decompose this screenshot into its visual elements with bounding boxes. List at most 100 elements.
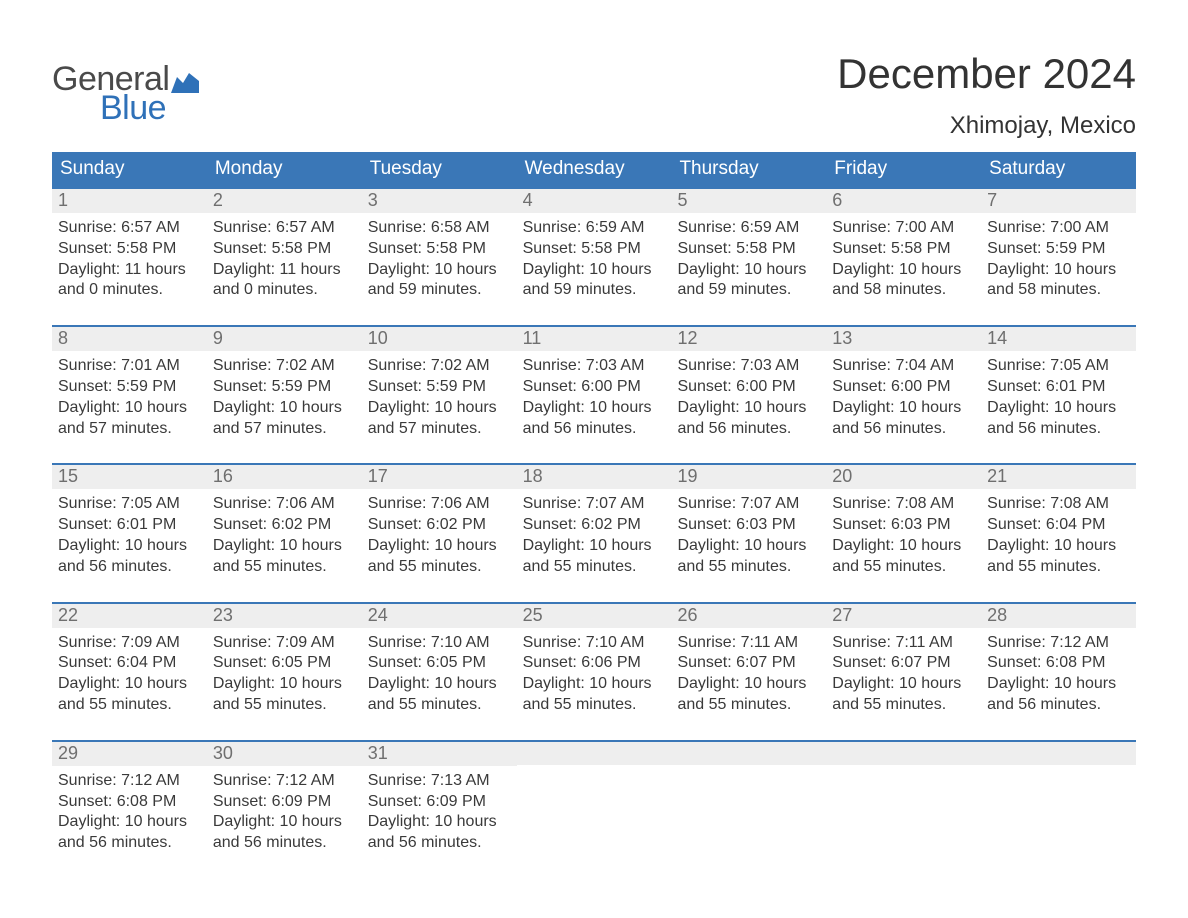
calendar: SundayMondayTuesdayWednesdayThursdayFrid…	[52, 152, 1136, 860]
sunset-line: Sunset: 6:02 PM	[213, 515, 356, 536]
sunset-line: Sunset: 5:59 PM	[368, 377, 511, 398]
sunset-line: Sunset: 6:00 PM	[677, 377, 820, 398]
daylight-line-1: Daylight: 10 hours	[368, 398, 511, 419]
day-cell: 12Sunrise: 7:03 AMSunset: 6:00 PMDayligh…	[671, 327, 826, 445]
sunrise-line: Sunrise: 7:06 AM	[368, 494, 511, 515]
daylight-line-2: and 55 minutes.	[523, 557, 666, 578]
daylight-line-2: and 55 minutes.	[368, 695, 511, 716]
day-cell: 31Sunrise: 7:13 AMSunset: 6:09 PMDayligh…	[362, 742, 517, 860]
daylight-line-2: and 56 minutes.	[368, 833, 511, 854]
daylight-line-2: and 56 minutes.	[58, 557, 201, 578]
sunset-line: Sunset: 6:05 PM	[213, 653, 356, 674]
day-details: Sunrise: 7:12 AMSunset: 6:08 PMDaylight:…	[981, 628, 1136, 722]
flag-icon	[171, 73, 199, 93]
day-number: 6	[826, 189, 981, 213]
sunset-line: Sunset: 6:03 PM	[677, 515, 820, 536]
daylight-line-2: and 56 minutes.	[523, 419, 666, 440]
day-number: 21	[981, 465, 1136, 489]
weekday-thursday: Thursday	[671, 152, 826, 187]
daylight-line-1: Daylight: 10 hours	[213, 812, 356, 833]
day-number: 16	[207, 465, 362, 489]
sunrise-line: Sunrise: 7:09 AM	[213, 633, 356, 654]
header: General Blue December 2024 Xhimojay, Mex…	[52, 50, 1136, 140]
day-cell: 29Sunrise: 7:12 AMSunset: 6:08 PMDayligh…	[52, 742, 207, 860]
sunset-line: Sunset: 6:05 PM	[368, 653, 511, 674]
day-number: 29	[52, 742, 207, 766]
day-number: 3	[362, 189, 517, 213]
sunrise-line: Sunrise: 7:05 AM	[58, 494, 201, 515]
daylight-line-1: Daylight: 10 hours	[213, 674, 356, 695]
sunrise-line: Sunrise: 7:00 AM	[832, 218, 975, 239]
sunrise-line: Sunrise: 6:57 AM	[58, 218, 201, 239]
sunset-line: Sunset: 6:07 PM	[677, 653, 820, 674]
day-cell: 6Sunrise: 7:00 AMSunset: 5:58 PMDaylight…	[826, 189, 981, 307]
sunrise-line: Sunrise: 7:06 AM	[213, 494, 356, 515]
sunset-line: Sunset: 6:02 PM	[523, 515, 666, 536]
daylight-line-2: and 59 minutes.	[677, 280, 820, 301]
day-cell: 18Sunrise: 7:07 AMSunset: 6:02 PMDayligh…	[517, 465, 672, 583]
day-number: 5	[671, 189, 826, 213]
daylight-line-2: and 55 minutes.	[523, 695, 666, 716]
day-cell-empty	[671, 742, 826, 860]
day-number: 27	[826, 604, 981, 628]
month-title: December 2024	[837, 50, 1136, 98]
day-cell: 14Sunrise: 7:05 AMSunset: 6:01 PMDayligh…	[981, 327, 1136, 445]
location-label: Xhimojay, Mexico	[837, 112, 1136, 140]
daylight-line-1: Daylight: 10 hours	[368, 812, 511, 833]
day-details: Sunrise: 7:12 AMSunset: 6:09 PMDaylight:…	[207, 766, 362, 860]
day-number	[517, 742, 672, 765]
day-details: Sunrise: 7:05 AMSunset: 6:01 PMDaylight:…	[52, 489, 207, 583]
day-details: Sunrise: 7:00 AMSunset: 5:58 PMDaylight:…	[826, 213, 981, 307]
day-details: Sunrise: 7:06 AMSunset: 6:02 PMDaylight:…	[207, 489, 362, 583]
daylight-line-2: and 59 minutes.	[368, 280, 511, 301]
sunrise-line: Sunrise: 6:59 AM	[523, 218, 666, 239]
sunset-line: Sunset: 5:58 PM	[58, 239, 201, 260]
daylight-line-1: Daylight: 10 hours	[523, 398, 666, 419]
day-cell: 8Sunrise: 7:01 AMSunset: 5:59 PMDaylight…	[52, 327, 207, 445]
sunset-line: Sunset: 5:58 PM	[368, 239, 511, 260]
day-cell-empty	[517, 742, 672, 860]
daylight-line-1: Daylight: 10 hours	[987, 536, 1130, 557]
day-cell: 16Sunrise: 7:06 AMSunset: 6:02 PMDayligh…	[207, 465, 362, 583]
day-details: Sunrise: 7:10 AMSunset: 6:05 PMDaylight:…	[362, 628, 517, 722]
daylight-line-1: Daylight: 10 hours	[832, 260, 975, 281]
sunrise-line: Sunrise: 7:03 AM	[677, 356, 820, 377]
sunset-line: Sunset: 5:59 PM	[58, 377, 201, 398]
daylight-line-2: and 58 minutes.	[987, 280, 1130, 301]
day-number	[671, 742, 826, 765]
sunrise-line: Sunrise: 7:04 AM	[832, 356, 975, 377]
daylight-line-1: Daylight: 10 hours	[58, 536, 201, 557]
week-row: 15Sunrise: 7:05 AMSunset: 6:01 PMDayligh…	[52, 463, 1136, 583]
day-number: 23	[207, 604, 362, 628]
daylight-line-1: Daylight: 10 hours	[368, 674, 511, 695]
daylight-line-2: and 56 minutes.	[832, 419, 975, 440]
sunrise-line: Sunrise: 7:10 AM	[368, 633, 511, 654]
sunrise-line: Sunrise: 7:12 AM	[58, 771, 201, 792]
daylight-line-2: and 55 minutes.	[832, 557, 975, 578]
daylight-line-2: and 55 minutes.	[58, 695, 201, 716]
day-details: Sunrise: 7:06 AMSunset: 6:02 PMDaylight:…	[362, 489, 517, 583]
sunset-line: Sunset: 5:58 PM	[213, 239, 356, 260]
day-cell: 10Sunrise: 7:02 AMSunset: 5:59 PMDayligh…	[362, 327, 517, 445]
day-number: 25	[517, 604, 672, 628]
day-cell: 21Sunrise: 7:08 AMSunset: 6:04 PMDayligh…	[981, 465, 1136, 583]
day-cell: 11Sunrise: 7:03 AMSunset: 6:00 PMDayligh…	[517, 327, 672, 445]
day-details: Sunrise: 7:13 AMSunset: 6:09 PMDaylight:…	[362, 766, 517, 860]
daylight-line-1: Daylight: 10 hours	[987, 674, 1130, 695]
day-details: Sunrise: 7:12 AMSunset: 6:08 PMDaylight:…	[52, 766, 207, 860]
day-number: 15	[52, 465, 207, 489]
daylight-line-2: and 55 minutes.	[213, 557, 356, 578]
daylight-line-2: and 0 minutes.	[213, 280, 356, 301]
day-cell: 13Sunrise: 7:04 AMSunset: 6:00 PMDayligh…	[826, 327, 981, 445]
daylight-line-2: and 57 minutes.	[368, 419, 511, 440]
daylight-line-2: and 59 minutes.	[523, 280, 666, 301]
sunset-line: Sunset: 6:09 PM	[213, 792, 356, 813]
day-number: 8	[52, 327, 207, 351]
sunset-line: Sunset: 5:58 PM	[832, 239, 975, 260]
day-details: Sunrise: 7:07 AMSunset: 6:03 PMDaylight:…	[671, 489, 826, 583]
day-cell: 30Sunrise: 7:12 AMSunset: 6:09 PMDayligh…	[207, 742, 362, 860]
weekday-friday: Friday	[826, 152, 981, 187]
daylight-line-2: and 55 minutes.	[832, 695, 975, 716]
page: General Blue December 2024 Xhimojay, Mex…	[0, 0, 1188, 918]
day-details: Sunrise: 7:00 AMSunset: 5:59 PMDaylight:…	[981, 213, 1136, 307]
